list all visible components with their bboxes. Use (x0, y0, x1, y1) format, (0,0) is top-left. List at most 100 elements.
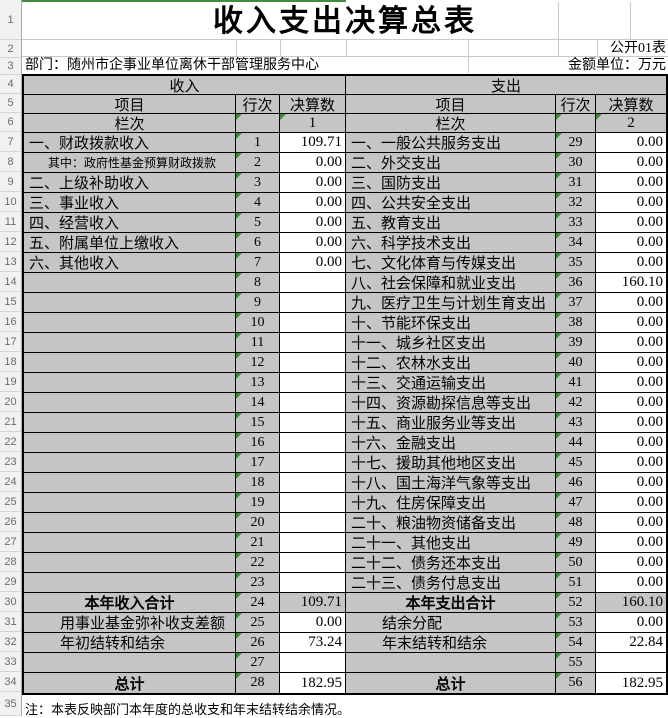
cell-expense-amount[interactable]: 0.00 (596, 573, 666, 593)
row-header[interactable]: 28 (0, 552, 21, 572)
cell-income-item[interactable]: 六、其他收入 (24, 253, 236, 273)
cell-expense-item[interactable]: 十九、住房保障支出 (346, 493, 556, 513)
cell-income-amount[interactable] (280, 493, 346, 513)
cell-expense-item[interactable]: 年末结转和结余 (346, 633, 556, 653)
cell-expense-item[interactable]: 本年支出合计 (346, 593, 556, 613)
cell-expense-item[interactable]: 六、科学技术支出 (346, 233, 556, 253)
note-cell[interactable]: 注：本表反映部门本年度的总收支和年末结转结余情况。 (25, 702, 351, 717)
cell-income-amount[interactable] (280, 293, 346, 313)
cell-income-amount[interactable]: 0.00 (280, 233, 346, 253)
cell-expense-amount[interactable]: 0.00 (596, 233, 666, 253)
cell-expense-amount[interactable]: 0.00 (596, 493, 666, 513)
cell-expense-amount[interactable]: 0.00 (596, 393, 666, 413)
cell-income-col-index[interactable]: 1 (280, 114, 346, 133)
cell-income-line[interactable]: 3 (236, 173, 280, 193)
department-cell[interactable]: 部门：随州市企事业单位离休干部管理服务中心 (25, 58, 319, 73)
row-header[interactable]: 17 (0, 332, 21, 352)
cell-expense-line[interactable]: 52 (556, 593, 596, 613)
cell-income-item[interactable] (24, 393, 236, 413)
cell-income-group-header[interactable]: 收入 (24, 76, 346, 95)
row-header[interactable]: 27 (0, 532, 21, 552)
cell-income-line[interactable]: 28 (236, 673, 280, 693)
cell-income-amount-header[interactable]: 决算数 (280, 95, 346, 114)
cell-expense-line[interactable]: 51 (556, 573, 596, 593)
cell-income-amount[interactable] (280, 533, 346, 553)
cell-income-line[interactable]: 12 (236, 353, 280, 373)
cell-income-item[interactable]: 五、附属单位上缴收入 (24, 233, 236, 253)
cell-expense-amount[interactable]: 0.00 (596, 293, 666, 313)
cell-income-amount[interactable] (280, 653, 346, 673)
cell-expense-line[interactable]: 46 (556, 473, 596, 493)
cell-expense-line-header[interactable]: 行次 (556, 95, 596, 114)
cell-income-item[interactable]: 其中：政府性基金预算财政拨款 (24, 153, 236, 173)
cell-expense-amount[interactable]: 0.00 (596, 193, 666, 213)
cell-expense-item[interactable]: 十二、农林水支出 (346, 353, 556, 373)
row-header[interactable]: 16 (0, 312, 21, 332)
cell-expense-item[interactable]: 五、教育支出 (346, 213, 556, 233)
cell-expense-line[interactable]: 54 (556, 633, 596, 653)
cell-expense-item[interactable]: 十五、商业服务业等支出 (346, 413, 556, 433)
cell-expense-amount[interactable]: 0.00 (596, 373, 666, 393)
cell-expense-amount[interactable]: 0.00 (596, 173, 666, 193)
cell-income-item[interactable] (24, 553, 236, 573)
cell-income-amount[interactable]: 0.00 (280, 253, 346, 273)
cell-expense-item[interactable] (346, 653, 556, 673)
cell-expense-line[interactable]: 32 (556, 193, 596, 213)
cell-income-item[interactable] (24, 533, 236, 553)
cell-income-amount[interactable] (280, 273, 346, 293)
cell-expense-item[interactable]: 结余分配 (346, 613, 556, 633)
cell-income-item[interactable] (24, 293, 236, 313)
cell-income-lanci[interactable]: 栏次 (24, 114, 236, 133)
row-header[interactable]: 4 (0, 75, 21, 94)
cell-expense-line[interactable]: 34 (556, 233, 596, 253)
row-header[interactable]: 30 (0, 592, 21, 612)
cell-income-amount[interactable] (280, 313, 346, 333)
cell-income-item[interactable] (24, 453, 236, 473)
cell-expense-line[interactable]: 50 (556, 553, 596, 573)
cell-income-line-header[interactable]: 行次 (236, 95, 280, 114)
cell-income-line[interactable]: 2 (236, 153, 280, 173)
cell-income-line[interactable]: 18 (236, 473, 280, 493)
cell-income-amount[interactable]: 73.24 (280, 633, 346, 653)
cell-expense-item[interactable]: 八、社会保障和就业支出 (346, 273, 556, 293)
cell-expense-item[interactable]: 十三、交通运输支出 (346, 373, 556, 393)
sheet-title-cell[interactable]: 收入支出决算总表 (213, 5, 477, 38)
cell-income-item[interactable] (24, 313, 236, 333)
cell-expense-line[interactable]: 36 (556, 273, 596, 293)
row-header[interactable]: 26 (0, 512, 21, 532)
cell-income-line[interactable]: 21 (236, 533, 280, 553)
cell-income-line[interactable]: 7 (236, 253, 280, 273)
cell-income-item-header[interactable]: 项目 (24, 95, 236, 114)
row-header[interactable]: 21 (0, 412, 21, 432)
cell-expense-amount[interactable]: 0.00 (596, 153, 666, 173)
cell-expense-amount[interactable]: 0.00 (596, 473, 666, 493)
cell-expense-amount[interactable]: 0.00 (596, 333, 666, 353)
cell-expense-line[interactable]: 47 (556, 493, 596, 513)
cell-expense-line[interactable]: 48 (556, 513, 596, 533)
cell-income-line[interactable]: 14 (236, 393, 280, 413)
row-header[interactable]: 32 (0, 632, 21, 652)
row-header[interactable]: 20 (0, 392, 21, 412)
cell-income-item[interactable]: 三、事业收入 (24, 193, 236, 213)
cell-expense-item[interactable]: 十一、城乡社区支出 (346, 333, 556, 353)
cell-income-line[interactable]: 24 (236, 593, 280, 613)
cell-expense-amount-header[interactable]: 决算数 (596, 95, 666, 114)
cell-income-lanci-line[interactable] (236, 114, 280, 133)
cell-expense-item[interactable]: 十四、资源勘探信息等支出 (346, 393, 556, 413)
cell-expense-line[interactable]: 43 (556, 413, 596, 433)
cell-expense-item[interactable]: 二十二、债务还本支出 (346, 553, 556, 573)
cell-expense-line[interactable]: 30 (556, 153, 596, 173)
cell-income-item[interactable] (24, 573, 236, 593)
cell-expense-item[interactable]: 二十、粮油物资储备支出 (346, 513, 556, 533)
cell-expense-line[interactable]: 40 (556, 353, 596, 373)
cell-expense-line[interactable]: 29 (556, 133, 596, 153)
row-header[interactable]: 12 (0, 232, 21, 252)
cell-income-line[interactable]: 5 (236, 213, 280, 233)
cell-expense-item[interactable]: 三、国防支出 (346, 173, 556, 193)
cell-expense-lanci-line[interactable] (556, 114, 596, 133)
cell-income-line[interactable]: 22 (236, 553, 280, 573)
cell-expense-line[interactable]: 45 (556, 453, 596, 473)
cell-expense-amount[interactable]: 160.10 (596, 273, 666, 293)
row-header[interactable]: 9 (0, 172, 21, 192)
cell-income-amount[interactable]: 0.00 (280, 213, 346, 233)
